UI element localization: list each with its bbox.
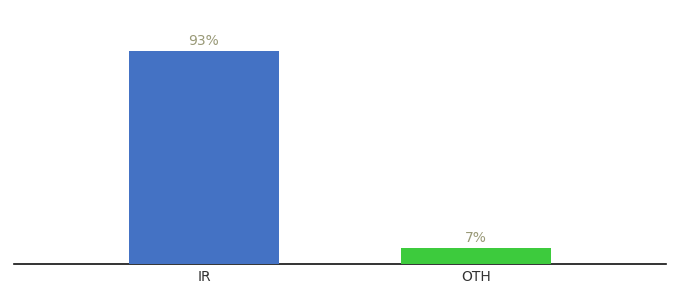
Bar <box>401 248 551 264</box>
Text: 7%: 7% <box>465 231 487 244</box>
Text: 93%: 93% <box>188 34 220 48</box>
Bar <box>129 51 279 264</box>
